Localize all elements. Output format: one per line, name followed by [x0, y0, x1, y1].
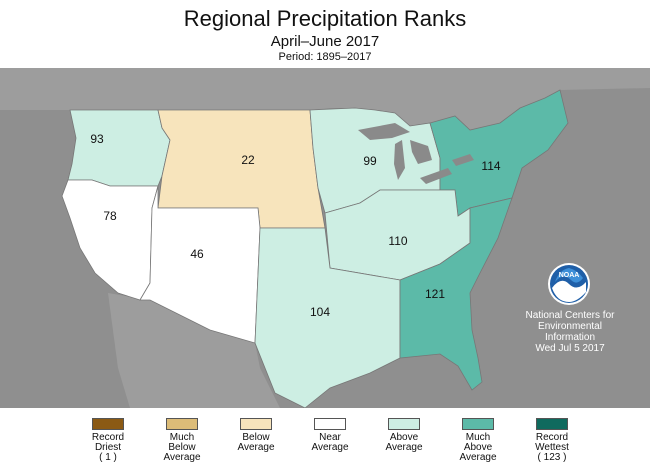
rank-label-southwest: 46 — [190, 247, 204, 261]
legend-item-below-average: Below Average — [221, 418, 291, 453]
region-southeast — [399, 197, 513, 391]
legend-label: Record — [91, 432, 125, 443]
region-south — [254, 227, 401, 408]
legend-item-record-wettest: Record Wettest ( 123 ) — [517, 418, 587, 463]
legend-label: Much — [169, 432, 195, 443]
legend-item-near-average: Near Average — [295, 418, 365, 453]
legend-label: Record — [535, 432, 569, 443]
rank-label-east-north-central: 99 — [363, 154, 377, 168]
legend-label: Driest — [94, 442, 122, 453]
rank-label-south: 104 — [310, 305, 330, 319]
legend-swatch — [536, 418, 568, 430]
legend-swatch — [92, 418, 124, 430]
legend-swatch — [166, 418, 198, 430]
credit-line-1: National Centers for — [525, 310, 615, 321]
map-period: Period: 1895–2017 — [278, 51, 372, 63]
legend-label: Average — [459, 452, 497, 463]
region-southwest — [139, 185, 261, 344]
legend-label: Average — [163, 452, 201, 463]
legend-label: Above — [463, 442, 493, 453]
legend-label: Above — [389, 432, 419, 443]
legend-item-record-driest: Record Driest ( 1 ) — [73, 418, 143, 463]
credit-date: Wed Jul 5 2017 — [535, 343, 605, 354]
legend-label: ( 123 ) — [537, 452, 567, 463]
legend-swatch — [314, 418, 346, 430]
legend-swatch — [240, 418, 272, 430]
legend-label: Near — [319, 432, 341, 443]
legend-item-above-average: Above Average — [369, 418, 439, 453]
legend: Record Driest ( 1 ) Much Below Average B… — [0, 418, 650, 475]
legend-label: ( 1 ) — [99, 452, 117, 463]
legend-label: Average — [311, 442, 349, 453]
precipitation-map: 93 22 99 114 78 46 110 104 121 — [0, 68, 650, 408]
region-northwest — [67, 109, 171, 187]
rank-label-west-north-central: 22 — [241, 153, 255, 167]
map-title: Regional Precipitation Ranks — [183, 6, 467, 31]
legend-label: Much — [465, 432, 491, 443]
credit-line-2: Environmental — [538, 321, 602, 332]
map-subtitle: April–June 2017 — [270, 33, 380, 50]
legend-swatch — [388, 418, 420, 430]
legend-label: Average — [237, 442, 275, 453]
rank-label-west: 78 — [103, 209, 117, 223]
credit-line-3: Information — [544, 332, 596, 343]
legend-swatch — [462, 418, 494, 430]
legend-item-much-above-average: Much Above Average — [443, 418, 513, 463]
noaa-logo: NOAA — [547, 262, 591, 306]
rank-label-northeast: 114 — [481, 159, 500, 173]
rank-label-northwest: 93 — [90, 132, 104, 146]
rank-label-southeast: 121 — [425, 287, 445, 301]
legend-label: Wettest — [535, 442, 569, 453]
svg-text:NOAA: NOAA — [559, 272, 580, 279]
legend-label: Below — [168, 442, 196, 453]
rank-label-central: 110 — [388, 234, 407, 248]
legend-label: Below — [242, 432, 270, 443]
legend-item-much-below-average: Much Below Average — [147, 418, 217, 463]
legend-label: Average — [385, 442, 423, 453]
